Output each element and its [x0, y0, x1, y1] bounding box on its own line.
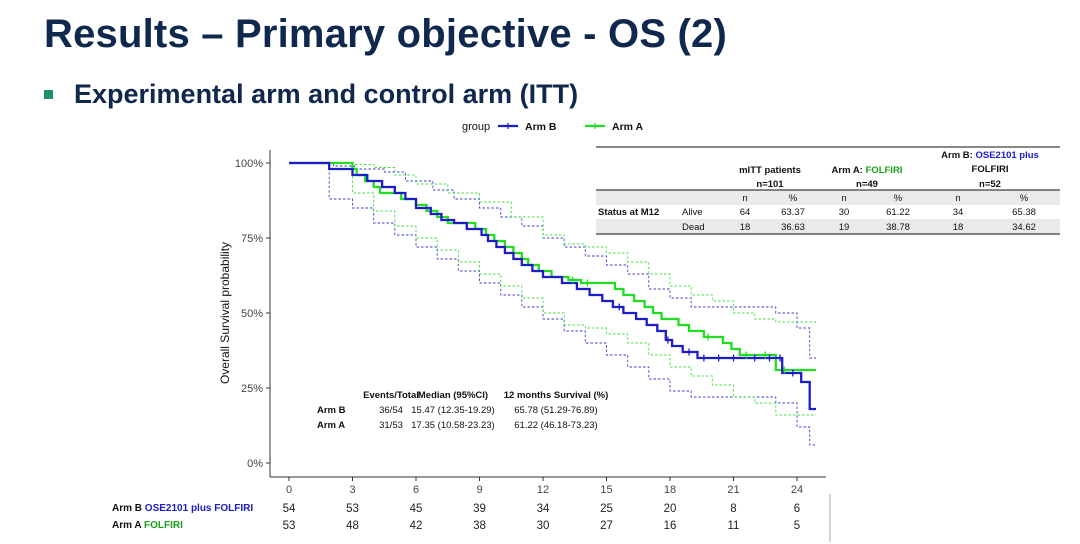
summary-header: Median (95%CI): [418, 390, 488, 401]
risk-count: 5: [794, 520, 800, 532]
risk-count: 20: [664, 503, 677, 515]
x-tick-label: 12: [537, 484, 549, 496]
status-cell: 38.78: [886, 222, 910, 233]
arm-a-ci-lower-line: [289, 162, 816, 416]
summary-cell: 65.78 (51.29-76.89): [514, 405, 597, 416]
status-table-dead-row-bg: [596, 219, 1060, 234]
risk-count: 25: [600, 503, 613, 515]
risk-row-label: Arm B OSE2101 plus FOLFIRI: [112, 503, 253, 514]
summary-cell: 36/54: [379, 405, 403, 416]
status-cell: 65.38: [1012, 207, 1036, 218]
status-col-arm-a-label: Arm A: FOLFIRI: [832, 165, 903, 176]
risk-count: 42: [410, 520, 423, 532]
summary-cell: 61.22 (46.18-73.23): [514, 420, 597, 431]
status-cell: 18: [740, 222, 751, 233]
status-col-arm-b-label-line2: FOLFIRI: [972, 164, 1009, 175]
summary-row-label: Arm B: [317, 405, 346, 416]
risk-count: 54: [283, 503, 296, 515]
arm-b-survival-line: [289, 161, 816, 411]
y-tick-label: 50%: [241, 308, 263, 320]
risk-count: 16: [664, 520, 677, 532]
y-tick-label: 25%: [241, 383, 263, 395]
risk-row-label: Arm A FOLFIRI: [112, 520, 183, 531]
x-tick-label: 9: [476, 484, 482, 496]
summary-cell: 17.35 (10.58-23.23): [411, 420, 494, 431]
status-cell: 30: [839, 207, 850, 218]
risk-count: 53: [346, 503, 359, 515]
arm-a-ci-upper-line: [289, 162, 816, 323]
status-subheader: %: [894, 193, 903, 204]
legend-label-arm-a: Arm A: [612, 121, 644, 133]
status-cell: 61.22: [886, 207, 910, 218]
status-col-arm-b-n: n=52: [979, 179, 1001, 190]
slide-subtitle: Experimental arm and control arm (ITT): [74, 79, 579, 109]
risk-count: 8: [730, 503, 736, 515]
slide-title: Results – Primary objective - OS (2): [44, 12, 728, 56]
status-row-group-label: Status at M12: [598, 207, 659, 218]
risk-count: 38: [473, 520, 486, 532]
summary-header: Events/Total: [363, 390, 419, 401]
x-tick-label: 21: [727, 484, 739, 496]
status-cell: 64: [740, 207, 751, 218]
status-table-subheader-bg: [596, 190, 1060, 205]
risk-count: 39: [473, 503, 486, 515]
status-row-label: Alive: [682, 207, 703, 218]
y-tick-label: 0%: [247, 458, 263, 470]
status-col-arm-b-label: Arm B: OSE2101 plus: [941, 150, 1039, 161]
status-cell: 34.62: [1012, 222, 1036, 233]
status-col-mitt-n: n=101: [756, 179, 784, 190]
status-cell: 34: [953, 207, 964, 218]
status-col-mitt-label: mITT patients: [739, 165, 801, 176]
status-subheader: %: [1020, 193, 1029, 204]
risk-count: 45: [410, 503, 423, 515]
risk-count: 11: [728, 520, 740, 532]
status-subheader: n: [841, 193, 846, 204]
legend-title: group: [462, 121, 490, 133]
status-col-arm-a-n: n=49: [856, 179, 878, 190]
status-cell: 18: [953, 222, 964, 233]
summary-cell: 31/53: [379, 420, 403, 431]
status-cell: 63.37: [781, 207, 805, 218]
x-tick-label: 6: [413, 484, 419, 496]
risk-count: 34: [537, 503, 550, 515]
status-subheader: n: [742, 193, 747, 204]
x-tick-label: 18: [664, 484, 676, 496]
x-tick-label: 0: [286, 484, 292, 496]
x-tick-label: 24: [791, 484, 803, 496]
summary-row-label: Arm A: [317, 420, 345, 431]
risk-count: 30: [537, 520, 550, 532]
summary-cell: 15.47 (12.35-19.29): [411, 405, 494, 416]
risk-count: 6: [794, 503, 800, 515]
status-subheader: %: [789, 193, 798, 204]
status-cell: 36.63: [781, 222, 805, 233]
y-tick-label: 100%: [235, 158, 263, 170]
bullet-marker: [44, 90, 53, 99]
legend-label-arm-b: Arm B: [525, 121, 557, 133]
y-axis-label: Overall Survival probability: [218, 242, 232, 384]
risk-count: 53: [283, 520, 296, 532]
status-subheader: n: [955, 193, 960, 204]
risk-count: 27: [600, 520, 613, 532]
summary-header: 12 months Survival (%): [504, 390, 609, 401]
risk-count: 48: [346, 520, 359, 532]
status-row-label: Dead: [682, 222, 705, 233]
status-cell: 19: [839, 222, 850, 233]
x-tick-label: 3: [349, 484, 355, 496]
y-tick-label: 75%: [241, 233, 263, 245]
arm-b-ci-lower-line: [289, 162, 816, 446]
x-tick-label: 15: [600, 484, 612, 496]
arm-b-ci-upper-line: [289, 162, 816, 359]
